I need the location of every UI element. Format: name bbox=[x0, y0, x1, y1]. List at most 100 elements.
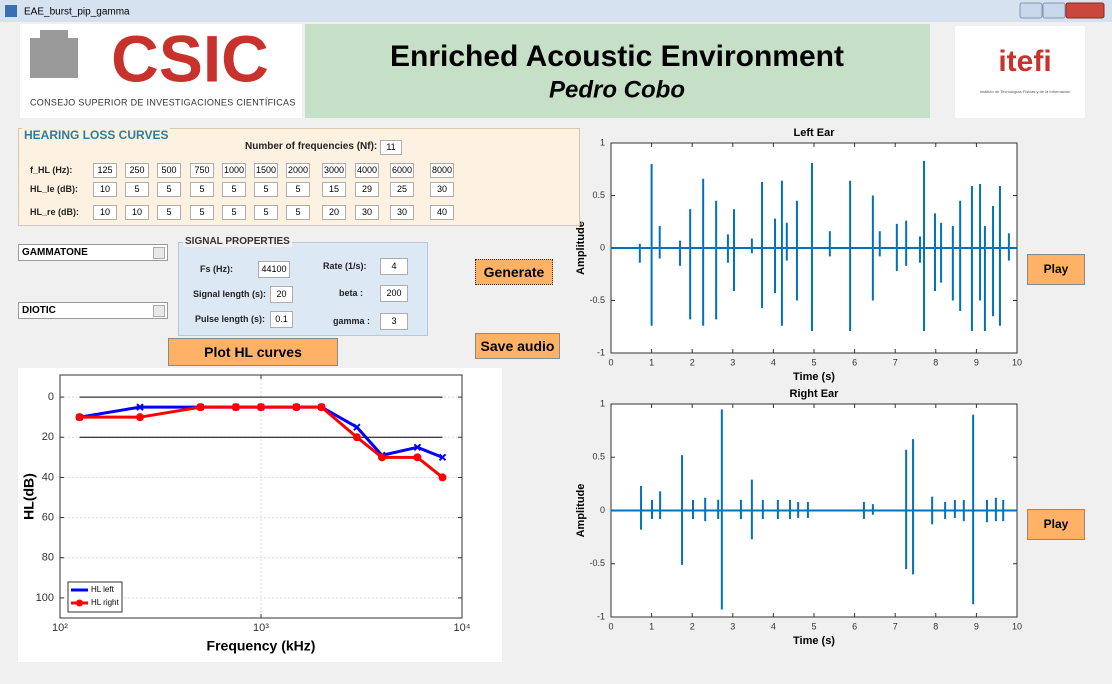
x-tick-label: 1 bbox=[649, 357, 654, 367]
hl-input[interactable]: 29 bbox=[355, 182, 379, 197]
close-button[interactable] bbox=[1065, 2, 1105, 19]
hl-input[interactable]: 6000 bbox=[390, 163, 414, 178]
hl-input[interactable]: 5 bbox=[157, 205, 181, 220]
hl-input[interactable]: 250 bbox=[125, 163, 149, 178]
hl-input[interactable]: 25 bbox=[390, 182, 414, 197]
y-tick-label: -0.5 bbox=[589, 295, 605, 305]
app-title: Enriched Acoustic Environment bbox=[390, 40, 844, 73]
hl-input[interactable]: 5 bbox=[125, 182, 149, 197]
author: Pedro Cobo bbox=[549, 76, 685, 103]
field-label: Fs (Hz): bbox=[200, 264, 233, 274]
mode-dropdown[interactable]: DIOTIC bbox=[18, 302, 168, 319]
header-banner bbox=[305, 24, 930, 118]
hl-input[interactable]: 30 bbox=[390, 205, 414, 220]
field-input[interactable]: 0.1 bbox=[270, 311, 293, 328]
marker bbox=[353, 423, 361, 431]
y-tick-label: 60 bbox=[42, 511, 54, 523]
x-axis-label: Time (s) bbox=[793, 635, 835, 647]
x-tick-label: 2 bbox=[690, 357, 695, 367]
marker bbox=[413, 453, 422, 462]
field-input[interactable]: 20 bbox=[270, 286, 293, 303]
row-label: HL_le (dB): bbox=[30, 184, 78, 194]
hl-input[interactable]: 5 bbox=[190, 182, 214, 197]
logo-right-caption: Instituto de Tecnologías Físicas y de la… bbox=[980, 89, 1071, 94]
marker bbox=[75, 413, 84, 422]
hl-input[interactable]: 5 bbox=[254, 182, 278, 197]
hl-input[interactable]: 5 bbox=[222, 205, 246, 220]
field-input[interactable]: 3 bbox=[380, 313, 408, 330]
emblem bbox=[30, 30, 78, 78]
x-tick-label: 7 bbox=[893, 621, 898, 631]
hl-input[interactable]: 8000 bbox=[430, 163, 454, 178]
marker bbox=[257, 403, 265, 412]
marker bbox=[413, 443, 422, 452]
marker bbox=[317, 403, 326, 412]
y-axis-label: Amplitude bbox=[575, 484, 587, 538]
y-tick-label: 80 bbox=[42, 552, 54, 564]
hl-input[interactable]: 3000 bbox=[322, 163, 346, 178]
generate-button[interactable]: Generate bbox=[475, 259, 553, 285]
signal-title: SIGNAL PROPERTIES bbox=[183, 236, 292, 247]
hl-input[interactable]: 10 bbox=[93, 182, 117, 197]
hl-input[interactable]: 20 bbox=[322, 205, 346, 220]
save-button[interactable]: Save audio bbox=[475, 333, 560, 359]
hl-input[interactable]: 5 bbox=[190, 205, 214, 220]
hl-input[interactable]: 5 bbox=[286, 205, 310, 220]
logo-left-caption: Consejo Superior de Investigaciones Cien… bbox=[30, 97, 296, 107]
hl-input[interactable]: 5 bbox=[157, 182, 181, 197]
hl-input[interactable]: 500 bbox=[157, 163, 181, 178]
title-bar bbox=[0, 0, 1112, 22]
y-tick-label: 0 bbox=[600, 242, 605, 252]
hl-input[interactable]: 5 bbox=[286, 182, 310, 197]
y-tick-label: 1 bbox=[600, 398, 605, 408]
x-tick-label: 7 bbox=[893, 357, 898, 367]
field-input[interactable]: 4 bbox=[380, 258, 408, 275]
minimize-button[interactable] bbox=[1019, 2, 1043, 19]
marker bbox=[378, 453, 387, 462]
row-label: HL_re (dB): bbox=[30, 207, 79, 217]
maximize-button[interactable] bbox=[1042, 2, 1066, 19]
x-tick-label: 9 bbox=[974, 621, 979, 631]
hl-input[interactable]: 15 bbox=[322, 182, 346, 197]
legend-label: HL left bbox=[91, 585, 115, 594]
x-tick-label: 0 bbox=[608, 621, 613, 631]
hl-input[interactable]: 10 bbox=[125, 205, 149, 220]
field-input[interactable]: 200 bbox=[380, 285, 408, 302]
nf-input[interactable]: 11 bbox=[380, 140, 402, 155]
hl-input[interactable]: 4000 bbox=[355, 163, 379, 178]
panel-title: HEARING LOSS CURVES bbox=[22, 128, 171, 142]
hl-input[interactable]: 2000 bbox=[286, 163, 310, 178]
hl-input[interactable]: 125 bbox=[93, 163, 117, 178]
field-input[interactable]: 44100 bbox=[258, 261, 290, 278]
hl-input[interactable]: 750 bbox=[190, 163, 214, 178]
hl-input[interactable]: 40 bbox=[430, 205, 454, 220]
field-label: beta : bbox=[339, 288, 364, 298]
y-axis-label: HL(dB) bbox=[21, 473, 37, 520]
hl-input[interactable]: 5 bbox=[254, 205, 278, 220]
hl-input[interactable]: 5 bbox=[222, 182, 246, 197]
marker bbox=[438, 473, 447, 482]
x-tick-label: 5 bbox=[811, 621, 816, 631]
hl-input[interactable]: 10 bbox=[93, 205, 117, 220]
logo-left: CSIC bbox=[111, 21, 269, 95]
marker bbox=[292, 403, 301, 412]
plot-button[interactable]: Plot HL curves bbox=[168, 338, 338, 366]
field-label: Signal length (s): bbox=[193, 289, 266, 299]
hl-input[interactable]: 1500 bbox=[254, 163, 278, 178]
x-tick-label: 10 bbox=[1012, 357, 1022, 367]
marker bbox=[196, 403, 205, 412]
play-left-button[interactable]: Play bbox=[1027, 254, 1085, 285]
y-tick-label: 20 bbox=[42, 431, 54, 443]
nf-label: Number of frequencies (Nf): bbox=[245, 141, 378, 152]
play-right-button[interactable]: Play bbox=[1027, 509, 1085, 540]
hl-input[interactable]: 30 bbox=[430, 182, 454, 197]
hl-input[interactable]: 30 bbox=[355, 205, 379, 220]
marker bbox=[352, 433, 361, 442]
filter-dropdown[interactable]: GAMMATONE bbox=[18, 244, 168, 261]
legend-box bbox=[67, 581, 123, 613]
app-icon bbox=[5, 5, 17, 17]
axes-frame bbox=[59, 374, 463, 619]
x-tick-label: 4 bbox=[771, 357, 776, 367]
hl-input[interactable]: 1000 bbox=[222, 163, 246, 178]
